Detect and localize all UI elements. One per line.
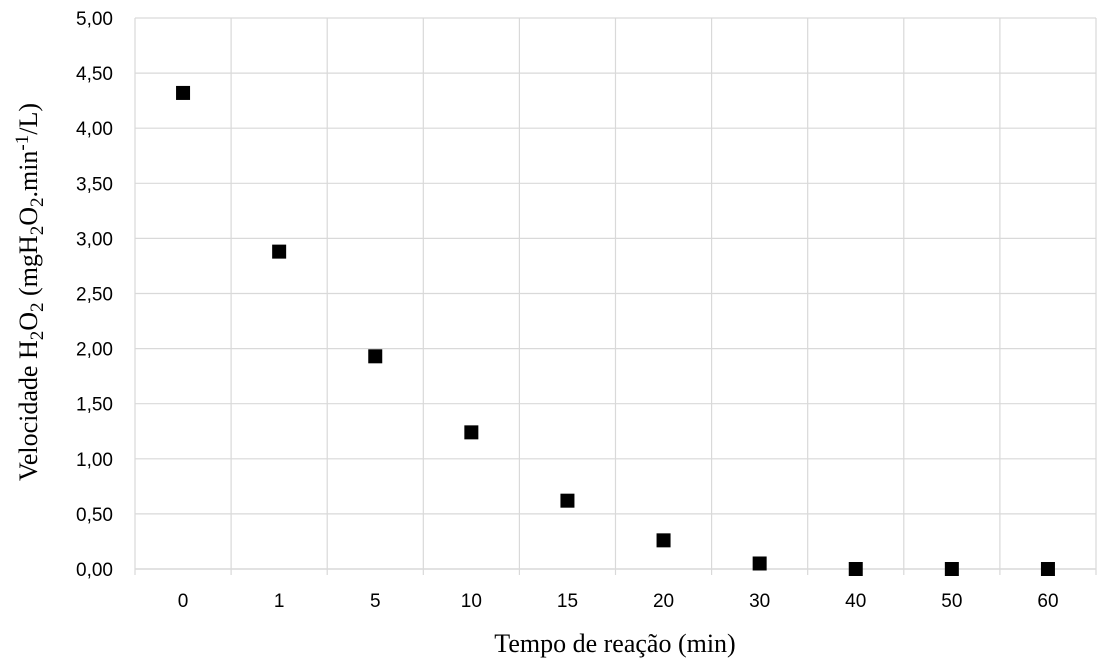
data-point xyxy=(464,425,479,440)
x-tick-label: 50 xyxy=(941,591,962,612)
data-point xyxy=(368,349,383,364)
x-axis-title: Tempo de reação (min) xyxy=(494,629,735,658)
y-tick-label: 4,50 xyxy=(76,64,113,85)
data-point xyxy=(272,244,287,259)
y-axis-title-mid4: .min xyxy=(14,151,43,198)
data-point xyxy=(848,562,863,576)
y-tick-label: 0,50 xyxy=(76,505,113,526)
data-point xyxy=(176,85,191,100)
y-tick-label: 2,00 xyxy=(76,340,113,361)
x-tick-labels: 0 1 5 10 15 20 30 40 50 60 xyxy=(178,591,1059,612)
y-tick-label: 3,00 xyxy=(76,229,113,250)
y-tick-labels: 0,00 0,50 1,00 1,50 2,00 2,50 3,00 3,50 4,00 4,50… xyxy=(76,9,113,581)
x-tick-label: 15 xyxy=(557,591,578,612)
y-axis-title-mid1: O xyxy=(14,312,43,331)
data-point xyxy=(944,562,959,576)
x-tick-label: 30 xyxy=(749,591,770,612)
y-tick-label: 1,00 xyxy=(76,450,113,471)
x-tick-label: 0 xyxy=(178,591,189,612)
x-tick-label: 40 xyxy=(845,591,866,612)
y-axis-title-mid3: O xyxy=(14,207,43,226)
y-tick-label: 0,00 xyxy=(76,560,113,581)
y-tick-label: 4,00 xyxy=(76,119,113,140)
axes xyxy=(134,568,1097,575)
x-tick-label: 20 xyxy=(653,591,674,612)
y-axis-title-sub2: 2 xyxy=(27,302,48,312)
x-tick-label: 10 xyxy=(461,591,482,612)
y-axis-title-suffix: /L) xyxy=(14,103,43,135)
y-axis-title-sup1: -1 xyxy=(12,135,33,151)
y-axis-title-sub1: 2 xyxy=(27,331,48,341)
y-axis-title-sub3: 2 xyxy=(27,226,48,236)
y-axis-title: Velocidade H2O2 (mgH2O2.min-1/L) xyxy=(12,103,48,481)
y-tick-label: 2,50 xyxy=(76,285,113,306)
y-axis-title-prefix: Velocidade H xyxy=(14,340,43,481)
data-point xyxy=(560,493,575,508)
data-point xyxy=(656,533,671,548)
y-axis-title-mid2: (mgH xyxy=(14,235,43,302)
x-tick-label: 1 xyxy=(274,591,285,612)
data-point xyxy=(752,556,767,571)
y-tick-label: 5,00 xyxy=(76,9,113,30)
x-tick-label: 60 xyxy=(1037,591,1058,612)
data-points xyxy=(176,85,1055,576)
y-tick-label: 1,50 xyxy=(76,395,113,416)
y-tick-label: 3,50 xyxy=(76,174,113,195)
x-tick-label: 5 xyxy=(370,591,381,612)
y-axis-title-sub4: 2 xyxy=(27,198,48,208)
data-point xyxy=(1040,562,1055,576)
grid-lines xyxy=(134,17,1097,569)
